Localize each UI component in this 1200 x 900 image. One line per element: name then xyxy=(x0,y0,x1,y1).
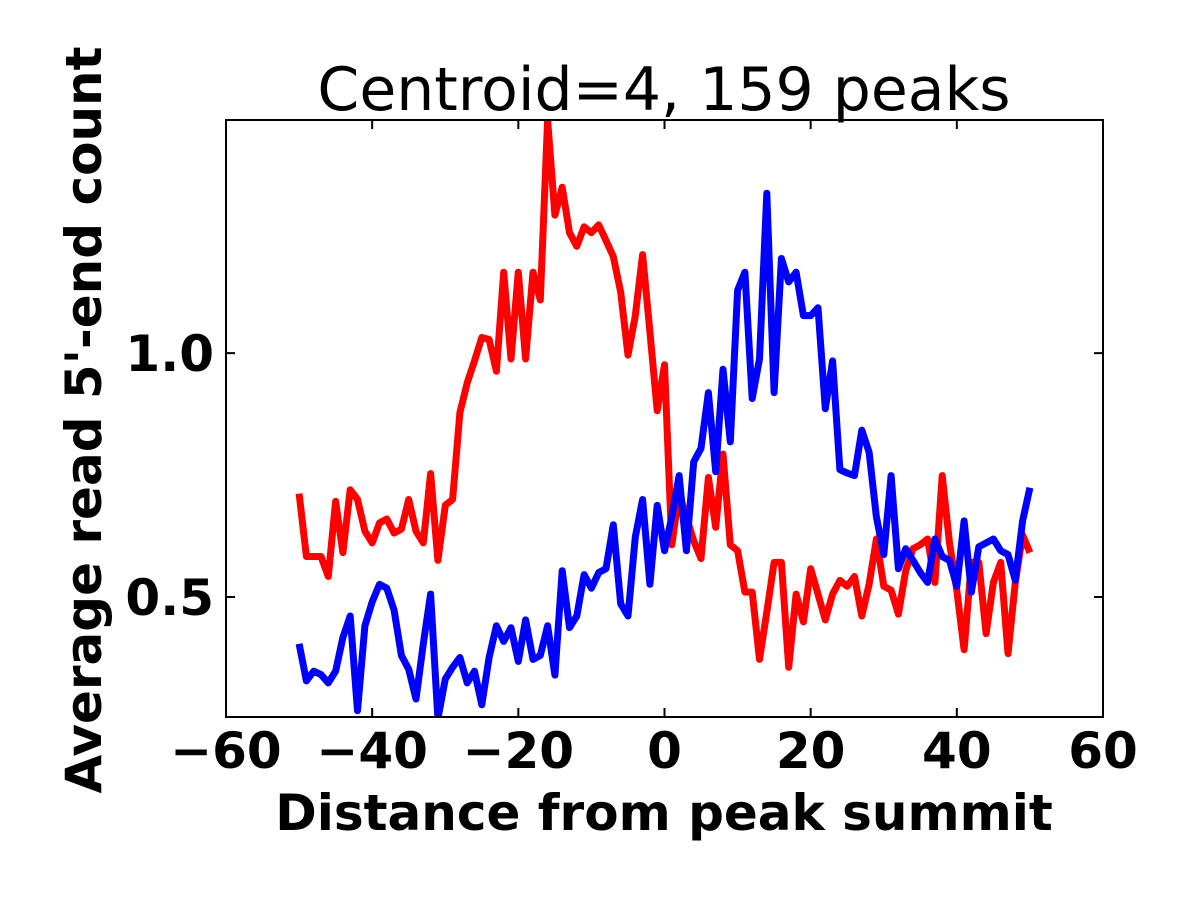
chart-title: Centroid=4, 159 peaks xyxy=(317,55,1010,125)
x-tick-label: −60 xyxy=(170,722,281,780)
tick-layer: −60 −40 −20 0 20 40 60 0.5 1.0 xyxy=(125,120,1138,780)
x-tick-label: −40 xyxy=(316,722,427,780)
series-line-blue xyxy=(295,189,1034,717)
x-tick-label: 20 xyxy=(776,722,846,780)
y-tick-label: 0.5 xyxy=(125,569,214,627)
x-tick-label: 40 xyxy=(922,722,992,780)
x-tick-label: 60 xyxy=(1068,722,1138,780)
x-axis-label: Distance from peak summit xyxy=(275,784,1053,842)
y-tick-label: 1.0 xyxy=(125,325,214,383)
y-axis-label: Average read 5'-end count xyxy=(55,46,113,793)
x-tick-label: 0 xyxy=(647,722,682,780)
x-tick-label: −20 xyxy=(463,722,574,780)
series-line-red xyxy=(295,120,1034,671)
series-layer xyxy=(295,120,1034,717)
